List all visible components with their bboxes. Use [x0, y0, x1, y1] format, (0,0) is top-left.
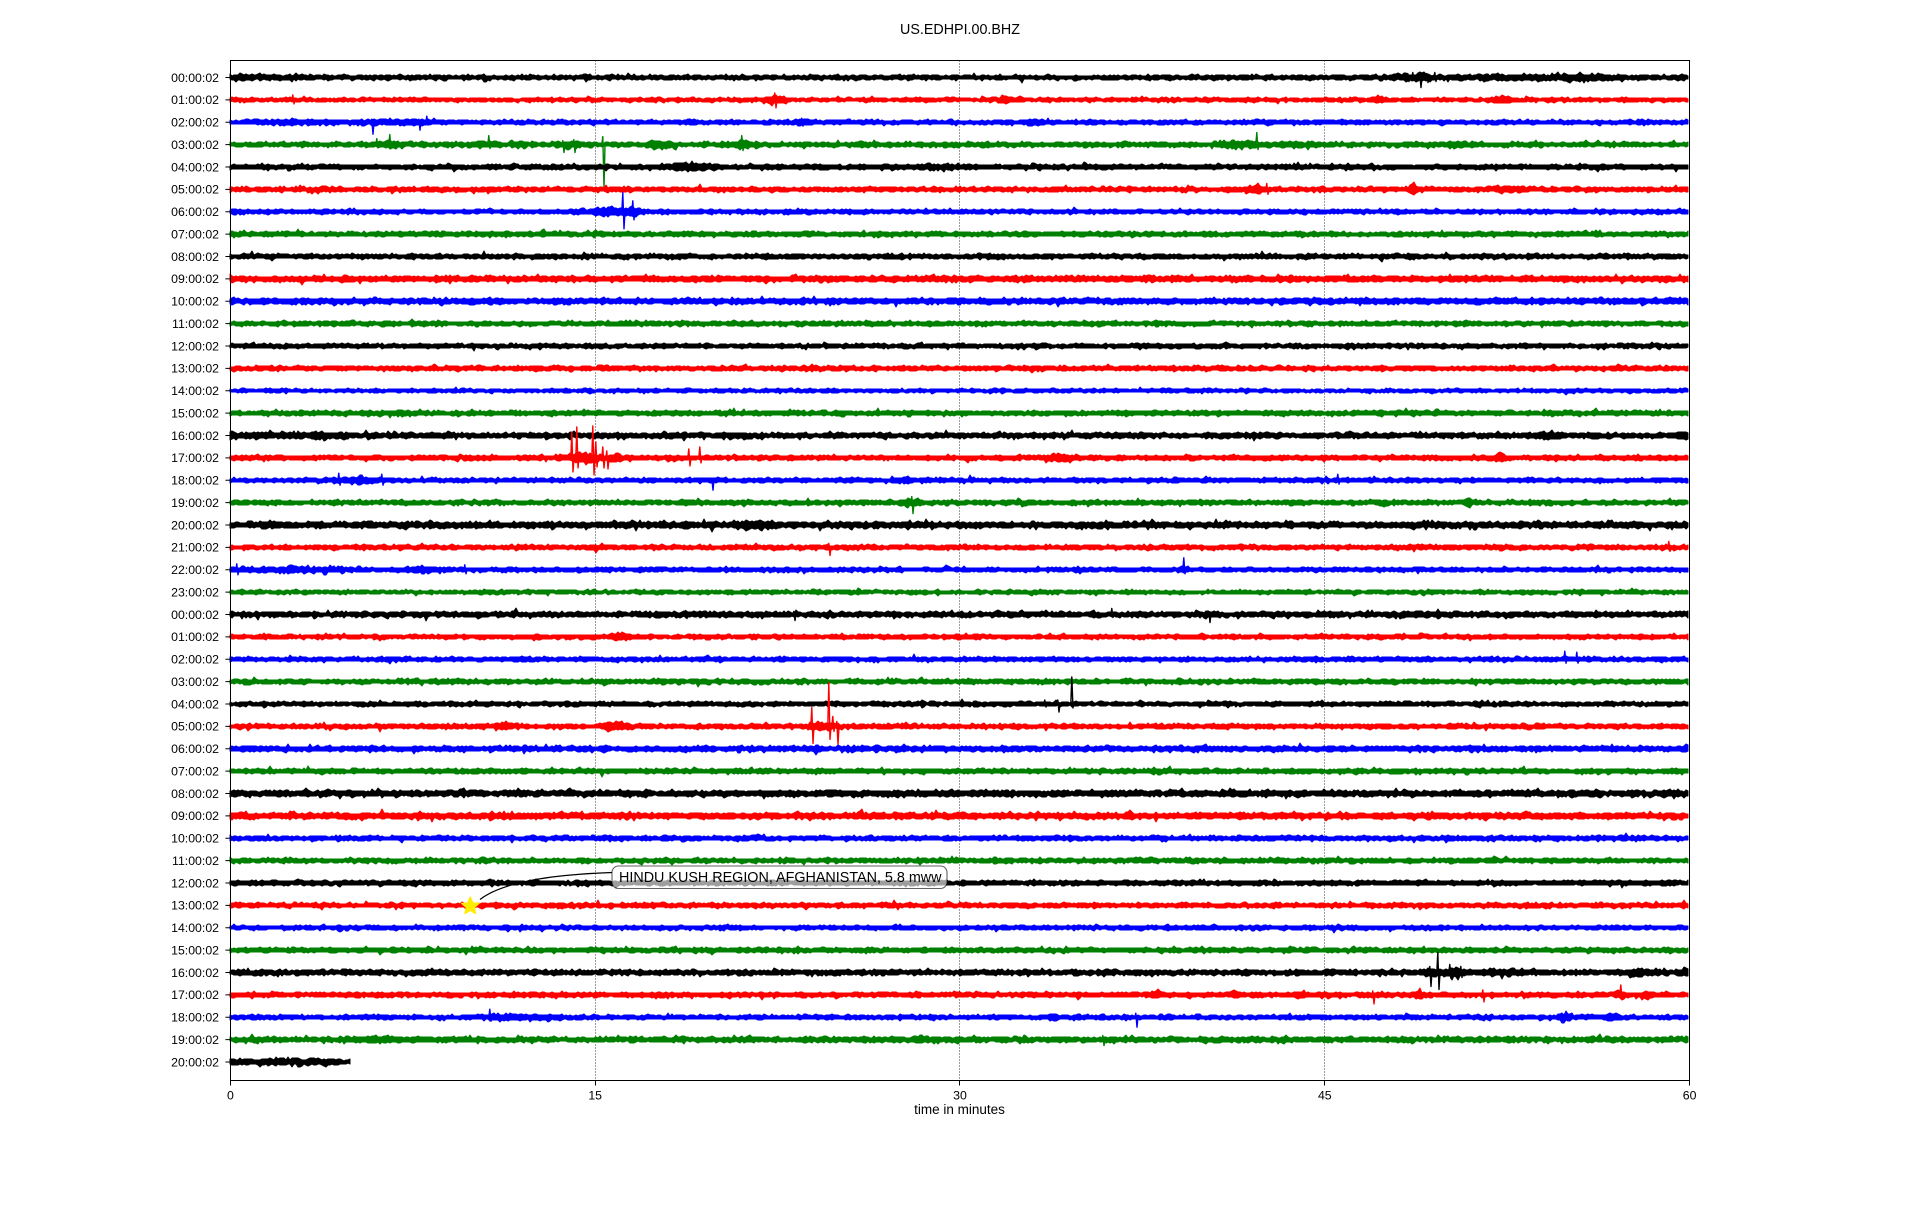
svg-text:19:00:02: 19:00:02 [171, 1033, 219, 1047]
svg-text:time in minutes: time in minutes [914, 1102, 1005, 1117]
svg-text:15:00:02: 15:00:02 [171, 406, 219, 420]
svg-text:13:00:02: 13:00:02 [171, 899, 219, 913]
svg-text:12:00:02: 12:00:02 [171, 339, 219, 353]
svg-text:19:00:02: 19:00:02 [171, 496, 219, 510]
svg-text:14:00:02: 14:00:02 [171, 921, 219, 935]
svg-text:01:00:02: 01:00:02 [171, 93, 219, 107]
svg-text:08:00:02: 08:00:02 [171, 250, 219, 264]
svg-text:21:00:02: 21:00:02 [171, 541, 219, 555]
svg-text:16:00:02: 16:00:02 [171, 966, 219, 980]
svg-text:09:00:02: 09:00:02 [171, 272, 219, 286]
svg-text:16:00:02: 16:00:02 [171, 429, 219, 443]
svg-text:13:00:02: 13:00:02 [171, 362, 219, 376]
svg-text:02:00:02: 02:00:02 [171, 116, 219, 130]
svg-text:10:00:02: 10:00:02 [171, 832, 219, 846]
svg-text:03:00:02: 03:00:02 [171, 675, 219, 689]
svg-text:HINDU KUSH REGION, AFGHANISTAN: HINDU KUSH REGION, AFGHANISTAN, 5.8 mww [619, 870, 942, 886]
svg-text:07:00:02: 07:00:02 [171, 764, 219, 778]
svg-text:05:00:02: 05:00:02 [171, 720, 219, 734]
svg-text:23:00:02: 23:00:02 [171, 585, 219, 599]
svg-text:07:00:02: 07:00:02 [171, 227, 219, 241]
svg-text:20:00:02: 20:00:02 [171, 1055, 219, 1069]
svg-text:0: 0 [227, 1089, 234, 1103]
svg-text:04:00:02: 04:00:02 [171, 697, 219, 711]
svg-text:30: 30 [953, 1089, 967, 1103]
svg-text:45: 45 [1318, 1089, 1332, 1103]
svg-text:08:00:02: 08:00:02 [171, 787, 219, 801]
svg-text:09:00:02: 09:00:02 [171, 809, 219, 823]
svg-text:15:00:02: 15:00:02 [171, 943, 219, 957]
svg-text:00:00:02: 00:00:02 [171, 608, 219, 622]
svg-text:17:00:02: 17:00:02 [171, 988, 219, 1002]
svg-text:11:00:02: 11:00:02 [172, 317, 219, 331]
svg-text:18:00:02: 18:00:02 [171, 474, 219, 488]
svg-text:03:00:02: 03:00:02 [171, 138, 219, 152]
svg-text:00:00:02: 00:00:02 [171, 71, 219, 85]
svg-text:US.EDHPI.00.BHZ: US.EDHPI.00.BHZ [900, 22, 1020, 38]
svg-text:14:00:02: 14:00:02 [171, 384, 219, 398]
svg-text:04:00:02: 04:00:02 [171, 160, 219, 174]
svg-text:17:00:02: 17:00:02 [171, 451, 219, 465]
svg-text:22:00:02: 22:00:02 [171, 563, 219, 577]
svg-text:01:00:02: 01:00:02 [171, 630, 219, 644]
svg-text:60: 60 [1683, 1089, 1697, 1103]
svg-text:10:00:02: 10:00:02 [171, 295, 219, 309]
svg-text:11:00:02: 11:00:02 [172, 854, 219, 868]
svg-text:12:00:02: 12:00:02 [171, 876, 219, 890]
svg-text:06:00:02: 06:00:02 [171, 205, 219, 219]
svg-text:15: 15 [588, 1089, 602, 1103]
svg-text:06:00:02: 06:00:02 [171, 742, 219, 756]
svg-text:20:00:02: 20:00:02 [171, 518, 219, 532]
svg-text:02:00:02: 02:00:02 [171, 653, 219, 667]
svg-text:18:00:02: 18:00:02 [171, 1011, 219, 1025]
svg-text:05:00:02: 05:00:02 [171, 183, 219, 197]
